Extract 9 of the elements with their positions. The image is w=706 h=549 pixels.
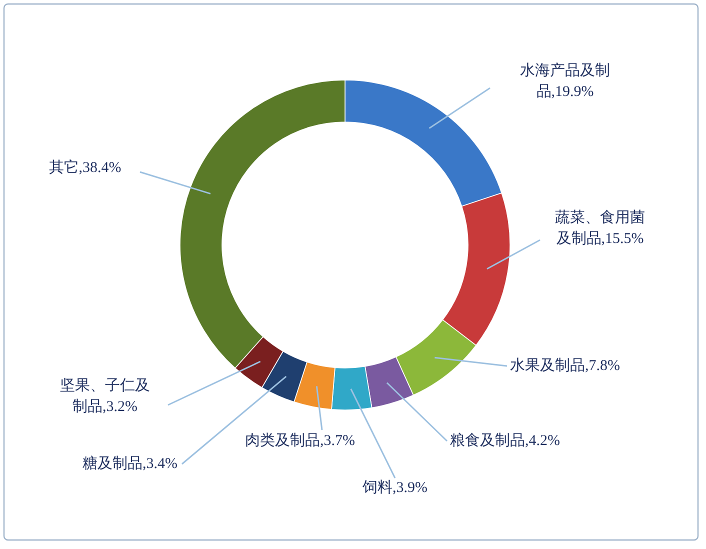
slice-label: 水海产品及制品,19.9%: [520, 62, 610, 100]
slice-label: 坚果、子仁及制品,3.2%: [60, 377, 150, 415]
slice-label: 糖及制品,3.4%: [82, 455, 178, 472]
slice-label: 水果及制品,7.8%: [510, 357, 620, 374]
slice-label: 其它,38.4%: [48, 159, 122, 176]
slice-label: 蔬菜、食用菌及制品,15.5%: [555, 209, 645, 247]
slice-label: 粮食及制品,4.2%: [450, 432, 560, 449]
slice-label: 肉类及制品,3.7%: [245, 432, 355, 449]
slice-label: 饲料,3.9%: [362, 479, 428, 496]
